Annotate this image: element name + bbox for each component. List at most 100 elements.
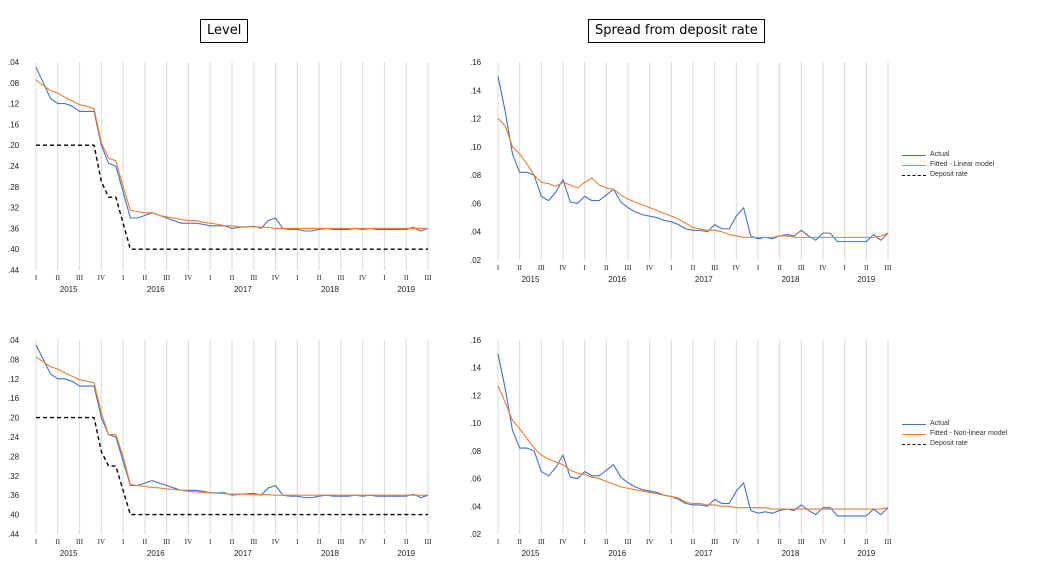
y-tick-label: .32 — [8, 472, 20, 481]
left-column-title: Level — [200, 19, 249, 43]
x-tick-label: IV — [272, 538, 279, 546]
y-tick-label: .06 — [470, 475, 482, 484]
x-tick-label: I — [497, 538, 500, 546]
x-tick-label: I — [497, 264, 500, 272]
x-tick-label: III — [425, 274, 433, 282]
legend-swatch — [902, 165, 926, 166]
x-year-label: 2017 — [695, 549, 713, 558]
y-tick-label: .10 — [470, 143, 482, 152]
x-tick-label: IV — [359, 274, 366, 282]
y-tick-label: .12 — [8, 100, 20, 109]
x-year-label: 2017 — [234, 549, 252, 558]
x-tick-label: I — [670, 538, 673, 546]
y-tick-label: .12 — [8, 375, 20, 384]
legend-label: Deposit rate — [930, 171, 968, 178]
legend-label: Fitted - Linear model — [930, 161, 995, 168]
x-tick-label: I — [583, 538, 586, 546]
x-year-label: 2015 — [522, 549, 540, 558]
x-tick-label: III — [625, 538, 633, 546]
legend-item: Deposit rate — [900, 439, 1007, 449]
legend-label: Actual — [930, 420, 950, 427]
y-tick-label: .44 — [8, 266, 20, 275]
legend-item: Fitted - Non-linear model — [900, 429, 1007, 439]
x-tick-label: II — [777, 264, 782, 272]
x-tick-label: I — [209, 274, 212, 282]
x-year-label: 2016 — [608, 549, 626, 558]
x-tick-label: III — [711, 264, 719, 272]
x-tick-label: II — [777, 538, 782, 546]
x-tick-label: II — [230, 274, 235, 282]
x-tick-label: II — [143, 274, 148, 282]
x-year-label: 2019 — [397, 285, 415, 294]
y-tick-label: .04 — [8, 58, 20, 67]
y-tick-label: .08 — [470, 171, 482, 180]
x-tick-label: II — [691, 264, 696, 272]
x-tick-label: I — [296, 538, 299, 546]
x-tick-label: III — [250, 538, 258, 546]
x-tick-label: II — [517, 264, 522, 272]
y-tick-label: .36 — [8, 224, 20, 233]
x-tick-label: II — [404, 538, 409, 546]
x-tick-label: II — [317, 538, 322, 546]
y-tick-label: .16 — [470, 58, 482, 67]
legend-bottom: Actual Fitted - Non-linear model Deposit… — [900, 419, 1007, 449]
x-tick-label: I — [209, 538, 212, 546]
x-tick-label: III — [625, 264, 633, 272]
x-tick-label: II — [55, 538, 60, 546]
legend-item: Actual — [900, 419, 1007, 429]
x-tick-label: III — [538, 264, 546, 272]
y-tick-label: .12 — [470, 391, 482, 400]
legend-top: Actual Fitted - Linear model Deposit rat… — [900, 150, 994, 180]
x-year-label: 2018 — [782, 275, 800, 284]
y-tick-label: .40 — [8, 245, 20, 254]
series-line-deposit — [36, 416, 428, 516]
x-tick-label: IV — [185, 274, 192, 282]
x-tick-label: III — [538, 538, 546, 546]
legend-label: Fitted - Non-linear model — [930, 430, 1008, 437]
x-tick-label: IV — [272, 274, 279, 282]
x-tick-label: I — [35, 274, 38, 282]
y-tick-label: .36 — [8, 491, 20, 500]
x-tick-label: I — [35, 538, 38, 546]
x-tick-label: IV — [185, 538, 192, 546]
x-tick-label: III — [250, 274, 258, 282]
x-tick-label: III — [76, 538, 84, 546]
x-tick-label: I — [583, 264, 586, 272]
x-tick-label: II — [691, 538, 696, 546]
y-tick-label: .12 — [470, 115, 482, 124]
x-tick-label: II — [864, 538, 869, 546]
x-tick-label: I — [670, 264, 673, 272]
x-tick-label: II — [55, 274, 60, 282]
x-year-label: 2015 — [60, 549, 78, 558]
legend-label: Actual — [930, 151, 950, 158]
x-tick-label: III — [798, 264, 806, 272]
legend-item: Fitted - Linear model — [900, 160, 994, 170]
legend-label: Deposit rate — [930, 440, 968, 447]
y-tick-label: .16 — [8, 120, 20, 129]
y-tick-label: .14 — [470, 86, 482, 95]
legend-swatch — [902, 444, 926, 445]
x-tick-label: I — [843, 264, 846, 272]
x-tick-label: I — [757, 538, 760, 546]
x-year-label: 2015 — [522, 275, 540, 284]
legend-swatch — [902, 155, 926, 156]
x-tick-label: III — [885, 538, 893, 546]
x-tick-label: II — [317, 274, 322, 282]
x-tick-label: III — [885, 264, 893, 272]
x-tick-label: IV — [646, 264, 653, 272]
x-tick-label: III — [163, 274, 171, 282]
y-tick-label: .24 — [8, 162, 20, 171]
series-line-fitted — [35, 356, 428, 496]
x-tick-label: IV — [819, 264, 826, 272]
legend-swatch — [902, 424, 926, 425]
series-line-fitted — [497, 385, 889, 510]
x-tick-label: IV — [733, 538, 740, 546]
x-tick-label: I — [383, 538, 386, 546]
x-tick-label: IV — [559, 538, 566, 546]
x-tick-label: IV — [646, 538, 653, 546]
y-tick-label: .40 — [8, 511, 20, 520]
x-year-label: 2017 — [695, 275, 713, 284]
series-line-actual — [497, 353, 889, 517]
x-year-label: 2016 — [608, 275, 626, 284]
